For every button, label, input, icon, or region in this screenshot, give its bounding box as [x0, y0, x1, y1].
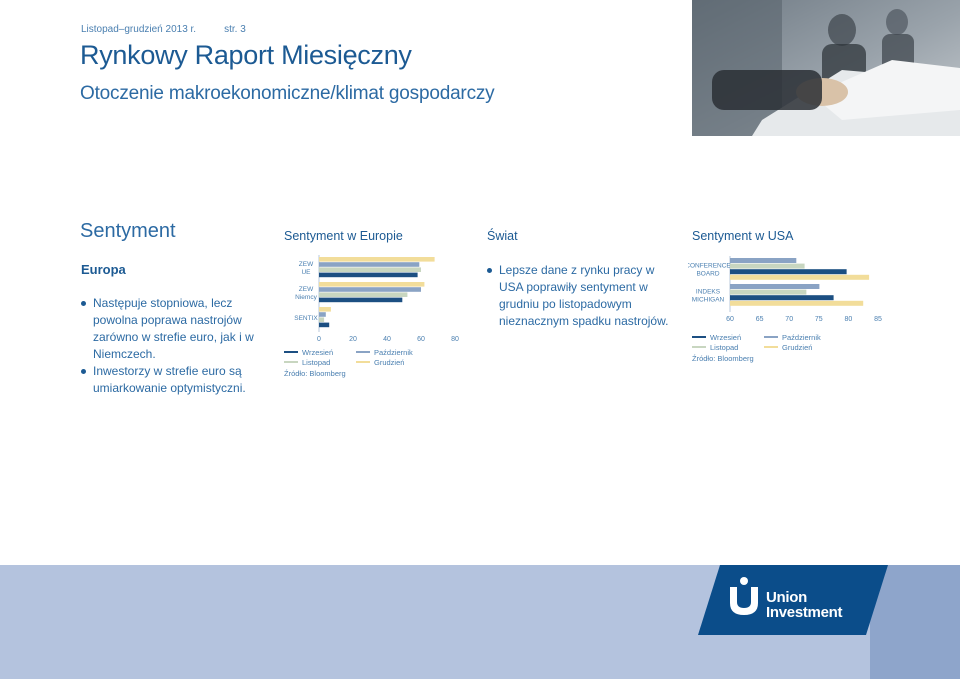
- legend-item-grudzien: Grudzień: [356, 358, 418, 367]
- section-heading: Sentyment: [80, 220, 176, 242]
- category-label: UE: [301, 269, 311, 276]
- legend-swatch: [692, 336, 706, 338]
- report-subtitle: Otoczenie makroekonomiczne/klimat gospod…: [80, 83, 495, 104]
- bar-conference-board-pa-dziernik: [730, 258, 797, 263]
- europe-bullet: Inwestorzy w strefie euro są umiarkowani…: [81, 363, 271, 397]
- x-tick-label: 60: [726, 316, 734, 323]
- bar-zew-niemcy-listopad: [319, 292, 408, 297]
- legend-label: Wrzesień: [710, 332, 742, 342]
- header-meta: Listopad–grudzień 2013 r. str. 3: [81, 24, 246, 35]
- x-tick-label: 0: [317, 336, 321, 343]
- x-tick-label: 80: [845, 316, 853, 323]
- legend-label: Listopad: [710, 342, 739, 352]
- legend-swatch: [764, 346, 778, 348]
- x-tick-label: 60: [417, 336, 425, 343]
- legend-item-listopad: Listopad: [692, 343, 754, 352]
- legend-swatch: [356, 361, 370, 363]
- x-tick-label: 85: [874, 316, 882, 323]
- legend-label: Wrzesień: [302, 347, 334, 357]
- usa-sentiment-chart: CONFERENCE BOARD INDEKS MICHIGAN 60 65 70 75 80 8…: [685, 250, 888, 370]
- footer-band-accent: [870, 565, 960, 679]
- bar-zew-niemcy-pa-dziernik: [319, 287, 421, 292]
- business-photo: [692, 0, 960, 136]
- report-period: Listopad–grudzień 2013 r.: [81, 24, 197, 35]
- europe-bullet-list: Następuje stopniowa, lecz powolna popraw…: [81, 295, 271, 397]
- europe-subheading: Europa: [81, 262, 126, 277]
- bar-sentix-listopad: [319, 317, 325, 322]
- legend-label: Grudzień: [374, 357, 405, 367]
- bar-indeks-michigan-wrzesie-: [730, 295, 834, 301]
- bar-conference-board-grudzie-: [730, 274, 870, 280]
- category-label: ZEW: [299, 286, 314, 293]
- category-label: MICHIGAN: [692, 297, 725, 304]
- legend-label: Październik: [782, 332, 821, 342]
- x-tick-label: 40: [383, 336, 391, 343]
- chart-source: Źródło: Bloomberg: [692, 354, 754, 363]
- bar-sentix-grudzie-: [319, 307, 331, 312]
- legend-swatch: [764, 336, 778, 338]
- category-label: CONFERENCE: [688, 263, 731, 270]
- category-label: BOARD: [696, 271, 719, 278]
- legend-swatch: [284, 361, 298, 363]
- x-tick-label: 80: [451, 336, 459, 343]
- x-tick-label: 70: [785, 316, 793, 323]
- bar-conference-board-listopad: [730, 263, 805, 269]
- bar-zew-ue-pa-dziernik: [319, 262, 420, 267]
- legend-label: Listopad: [302, 357, 331, 367]
- bar-sentix-wrzesie-: [319, 322, 330, 328]
- category-label: Niemcy: [295, 294, 317, 301]
- x-tick-label: 75: [815, 316, 823, 323]
- legend-item-listopad: Listopad: [284, 358, 346, 367]
- world-heading: Świat: [487, 229, 518, 243]
- bar-zew-ue-listopad: [319, 267, 421, 272]
- world-bullet: Lepsze dane z rynku pracy w USA poprawił…: [487, 262, 672, 330]
- brand-logo-shape: [698, 565, 888, 635]
- bar-zew-niemcy-wrzesie-: [319, 297, 403, 303]
- bar-indeks-michigan-listopad: [730, 289, 807, 295]
- legend-item-wrzesien: Wrzesień: [692, 333, 754, 342]
- europe-sentiment-chart: ZEW UE ZEW Niemcy SENTIX 0 20 40 60 80: [270, 250, 480, 380]
- bar-zew-ue-grudzie-: [319, 257, 435, 262]
- brand-logo-text: Union Investment: [766, 589, 843, 621]
- bar-indeks-michigan-pa-dziernik: [730, 284, 820, 289]
- category-label: INDEKS: [696, 289, 721, 296]
- x-tick-label: 20: [349, 336, 357, 343]
- legend-item-grudzien: Grudzień: [764, 343, 826, 352]
- bar-conference-board-wrzesie-: [730, 269, 847, 275]
- x-tick-label: 65: [756, 316, 764, 323]
- business-photo-image: [692, 0, 960, 136]
- bar-indeks-michigan-grudzie-: [730, 300, 864, 306]
- brand-line-2: Investment: [766, 604, 843, 621]
- europe-chart-legend: Wrzesień Październik Listopad Grudzień Ź…: [284, 347, 428, 378]
- report-title: Rynkowy Raport Miesięczny: [80, 40, 412, 70]
- legend-item-wrzesien: Wrzesień: [284, 348, 346, 357]
- legend-swatch: [284, 351, 298, 353]
- usa-chart-legend: Wrzesień Październik Listopad Grudzień Ź…: [692, 332, 836, 363]
- europe-chart-heading: Sentyment w Europie: [284, 229, 403, 243]
- bar-zew-ue-wrzesie-: [319, 272, 418, 278]
- category-label: SENTIX: [294, 315, 318, 322]
- europe-bullet: Następuje stopniowa, lecz powolna popraw…: [81, 295, 271, 363]
- brand-line-1: Union: [766, 589, 807, 606]
- legend-label: Grudzień: [782, 342, 813, 352]
- legend-item-pazdziernik: Październik: [356, 348, 418, 357]
- legend-label: Październik: [374, 347, 413, 357]
- legend-swatch: [692, 346, 706, 348]
- world-bullet-list: Lepsze dane z rynku pracy w USA poprawił…: [487, 262, 672, 330]
- bar-sentix-pa-dziernik: [319, 312, 326, 317]
- legend-swatch: [356, 351, 370, 353]
- page-number: str. 3: [224, 24, 246, 35]
- usa-chart-heading: Sentyment w USA: [692, 229, 794, 243]
- category-label: ZEW: [299, 261, 314, 268]
- bar-zew-niemcy-grudzie-: [319, 282, 425, 287]
- legend-item-pazdziernik: Październik: [764, 333, 826, 342]
- chart-source: Źródło: Bloomberg: [284, 369, 346, 378]
- brand-logo-block: [698, 565, 888, 635]
